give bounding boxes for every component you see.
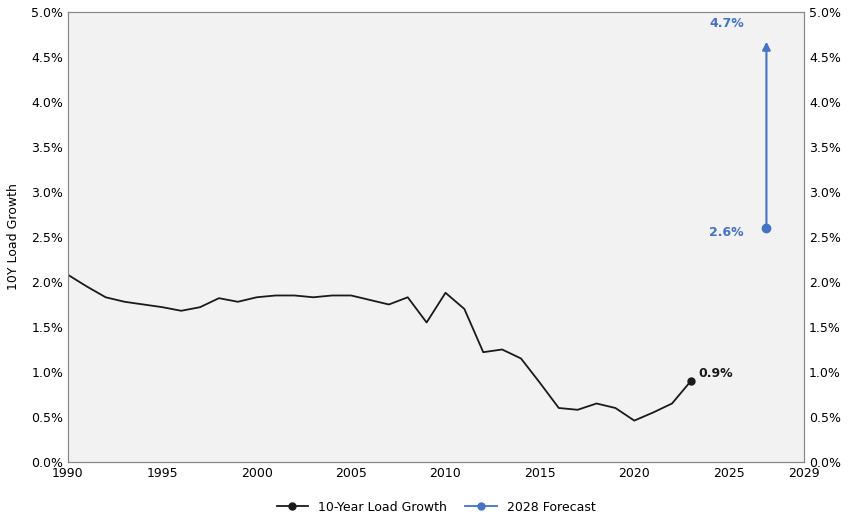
Text: 4.7%: 4.7% xyxy=(709,17,744,30)
Legend: 10-Year Load Growth, 2028 Forecast: 10-Year Load Growth, 2028 Forecast xyxy=(271,496,600,519)
Y-axis label: 10Y Load Growth: 10Y Load Growth xyxy=(7,184,20,290)
Text: 0.9%: 0.9% xyxy=(699,368,734,380)
Text: 2.6%: 2.6% xyxy=(709,226,744,239)
